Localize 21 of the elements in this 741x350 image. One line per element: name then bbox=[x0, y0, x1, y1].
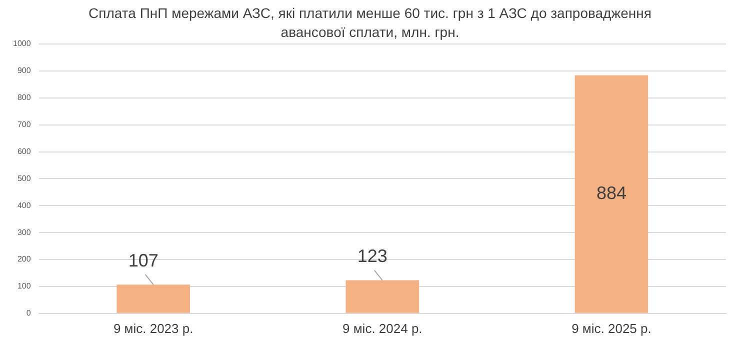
x-tick-label: 9 міс. 2024 р. bbox=[342, 320, 422, 336]
x-tick-label: 9 міс. 2023 р. bbox=[113, 320, 194, 336]
x-tick-label: 9 міс. 2025 р. bbox=[572, 320, 652, 336]
y-tick-label: 700 bbox=[17, 120, 32, 130]
bar bbox=[116, 284, 190, 313]
data-label: 884 bbox=[596, 183, 626, 204]
chart-title: Сплата ПнП мережами АЗС, які платили менше 60 тис. грн з 1 АЗС до запровадження авансової сплати, млн. грн. bbox=[88, 4, 652, 42]
y-tick-label: 900 bbox=[17, 66, 32, 76]
bar bbox=[346, 280, 420, 313]
y-tick-label: 100 bbox=[17, 282, 32, 291]
y-tick-label: 800 bbox=[17, 93, 32, 102]
data-label: 107 bbox=[128, 250, 158, 271]
y-tick-label: 400 bbox=[17, 200, 32, 210]
y-tick-label: 600 bbox=[17, 146, 32, 156]
y-tick-label: 1000 bbox=[13, 39, 32, 48]
y-tick-label: 200 bbox=[17, 254, 32, 264]
y-tick-label: 300 bbox=[17, 228, 32, 237]
y-tick-label: 500 bbox=[17, 174, 32, 183]
y-tick-label: 0 bbox=[26, 308, 32, 318]
data-label: 123 bbox=[357, 246, 388, 266]
bar bbox=[574, 75, 648, 313]
